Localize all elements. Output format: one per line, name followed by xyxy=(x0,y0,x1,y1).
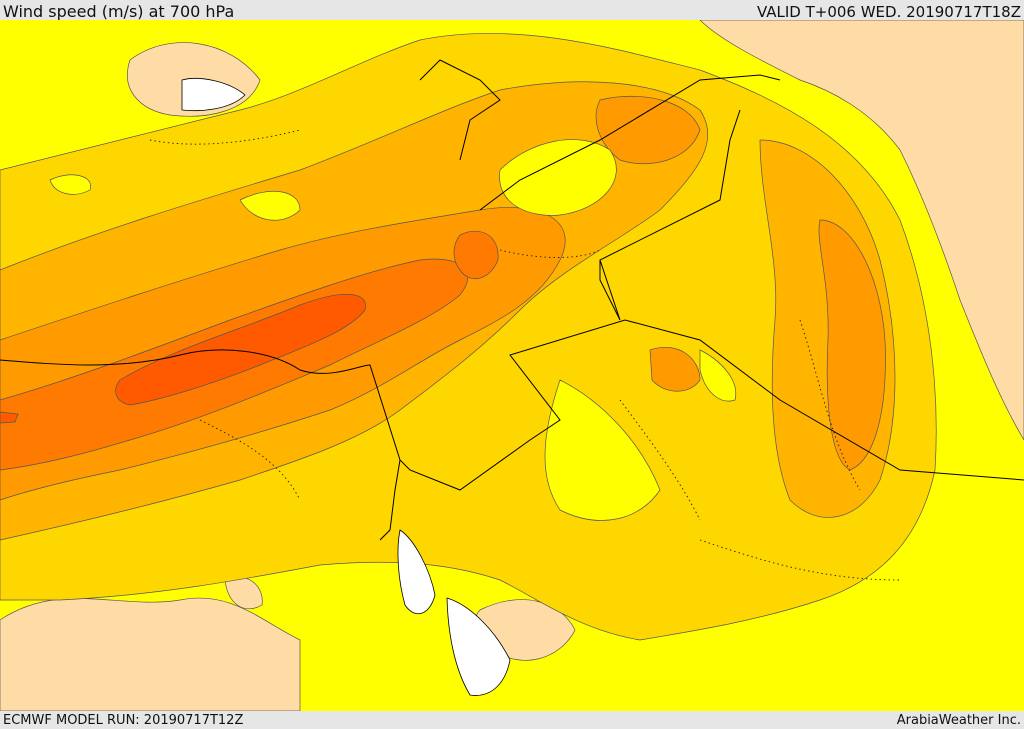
footer-bar xyxy=(0,711,1024,729)
border-line-south xyxy=(0,319,1024,491)
water-bodies xyxy=(181,77,511,696)
wind-band-red-orange xyxy=(0,294,366,424)
water-gulf-of-suez xyxy=(397,529,436,615)
orange-patch-north xyxy=(595,95,701,165)
borders xyxy=(0,59,1024,541)
border-line-turkey xyxy=(419,59,501,161)
water-red-sea xyxy=(446,597,511,696)
yellow-pocket-crete xyxy=(239,190,301,221)
jet-core xyxy=(115,294,366,406)
border-line-sinai xyxy=(379,459,401,541)
map-canvas xyxy=(0,20,1024,711)
yellow-pocket-arabia xyxy=(544,379,661,521)
water-aegean xyxy=(181,77,246,112)
low-wind-area-southwest xyxy=(0,597,301,711)
map-title: Wind speed (m/s) at 700 hPa xyxy=(3,2,235,21)
wind-speed-map xyxy=(0,20,1024,711)
yellow-pocket-west xyxy=(49,174,91,195)
dotted-border-6 xyxy=(699,539,901,581)
jet-core-west-edge xyxy=(0,411,19,424)
yellow-pocket-small xyxy=(699,349,737,402)
orange-patch-jordan xyxy=(649,347,701,392)
province-borders xyxy=(149,129,901,581)
model-run: ECMWF MODEL RUN: 20190717T12Z xyxy=(3,713,244,728)
border-line-iraq xyxy=(599,109,741,321)
deep-orange-levant xyxy=(453,230,499,280)
credit-text: ArabiaWeather Inc. xyxy=(896,713,1021,728)
yellow-pockets xyxy=(49,139,737,521)
low-wind-area-east xyxy=(699,20,1024,441)
yellow-pocket-syria xyxy=(499,139,617,216)
header-bar xyxy=(0,0,1024,20)
orange-band-east xyxy=(818,219,886,471)
valid-time: VALID T+006 WED. 20190717T18Z xyxy=(756,3,1021,21)
dotted-border-5 xyxy=(149,129,301,145)
border-line-north xyxy=(479,74,781,211)
dotted-border-1 xyxy=(199,419,301,501)
